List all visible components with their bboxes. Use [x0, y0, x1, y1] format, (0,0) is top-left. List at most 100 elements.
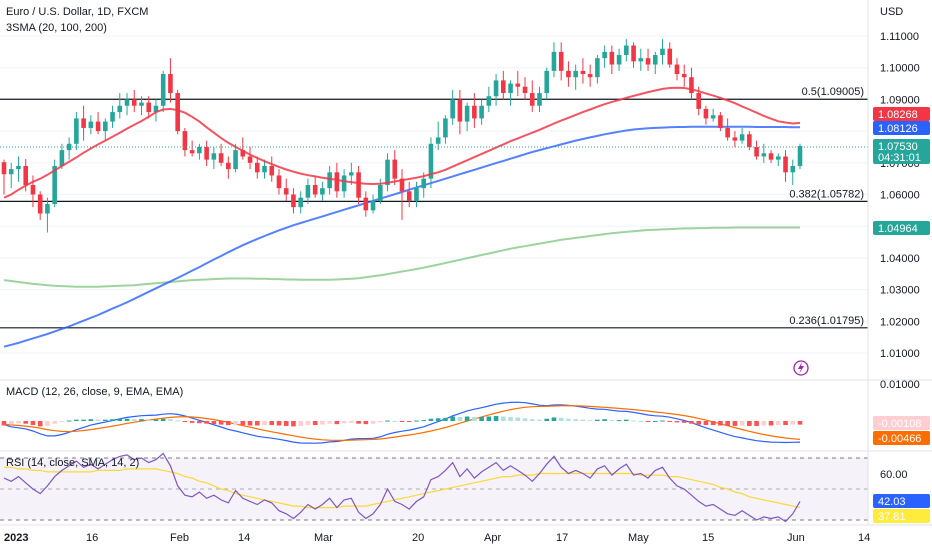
time-tick-label: 2023 — [4, 532, 28, 544]
price-tag-label: 04:31:01 — [878, 152, 921, 164]
macd-histogram-bar — [718, 421, 723, 426]
candle-body — [754, 146, 759, 157]
candle-body — [298, 197, 303, 208]
candle-body — [160, 74, 166, 106]
sma100-line — [3, 125, 800, 348]
price-axis[interactable]: USD 1.110001.100001.090001.080001.070001… — [880, 6, 920, 481]
macd-histogram-bar — [631, 420, 636, 422]
candle-body — [23, 165, 29, 185]
macd-histogram-bar — [327, 421, 332, 424]
macd-histogram-bar — [305, 421, 311, 426]
candle-body — [551, 51, 557, 71]
macd-histogram-bar — [298, 421, 303, 426]
macd-histogram-bar — [551, 417, 557, 421]
macd-histogram-bar — [660, 420, 665, 422]
macd-histogram-bar — [515, 417, 521, 421]
time-tick-label: 14 — [238, 532, 250, 544]
macd-histogram-bar — [775, 421, 781, 426]
candle-body — [674, 64, 680, 75]
macd-pane — [0, 379, 932, 444]
macd-histogram-bar — [392, 421, 398, 422]
candle-body — [254, 162, 260, 173]
candle-body — [624, 45, 629, 56]
candle-body — [363, 197, 369, 211]
candle-body — [211, 153, 217, 160]
macd-histogram-bar — [472, 416, 477, 421]
macd-histogram-bar — [95, 419, 101, 421]
candle-body — [464, 105, 470, 122]
price-grid — [0, 35, 868, 354]
candle-body — [660, 48, 665, 56]
candle-body — [652, 55, 658, 65]
time-axis[interactable]: 2023 16 Feb 14 Mar 20 Apr 17 May 15 Jun 14 — [4, 532, 870, 544]
macd-histogram-bar — [262, 421, 267, 426]
macd-histogram-bar — [23, 421, 29, 424]
candle-body — [472, 105, 477, 119]
candle-body — [725, 127, 730, 138]
alert-icon[interactable] — [793, 360, 809, 376]
macd-histogram-bar — [349, 421, 354, 423]
rsi-pane — [0, 450, 932, 523]
macd-histogram-bar — [783, 421, 788, 426]
macd-histogram-bar — [30, 421, 36, 426]
candle-body — [226, 162, 231, 170]
macd-histogram-bar — [356, 421, 361, 424]
macd-histogram-bar — [370, 421, 376, 424]
candle-body — [81, 118, 86, 128]
macd-histogram-bar — [74, 419, 79, 421]
macd-histogram-bar — [399, 421, 405, 422]
candle-body — [189, 150, 195, 154]
macd-histogram-bar — [1, 421, 7, 426]
candle-body — [370, 200, 376, 211]
macd-histogram-bar — [175, 420, 180, 422]
currency-label: USD — [880, 6, 903, 18]
macd-histogram-bar — [754, 421, 759, 426]
price-tag-label: 1.08268 — [878, 109, 918, 121]
macd-histogram-bar — [8, 421, 14, 425]
candle-body — [153, 105, 159, 113]
candle-body — [775, 156, 781, 160]
lightning-icon[interactable] — [793, 360, 809, 376]
macd-histogram-bar — [146, 419, 152, 421]
candle-body — [291, 194, 296, 208]
candle-body — [544, 70, 550, 94]
candle-body — [320, 188, 325, 195]
candle-body — [16, 165, 21, 170]
price-tick-label: 1.06000 — [880, 190, 920, 202]
candle-body — [168, 74, 173, 94]
candle-body — [587, 74, 593, 78]
macd-histogram-bar — [616, 420, 622, 422]
macd-histogram-bar — [558, 417, 564, 421]
time-tick-label: Feb — [170, 532, 189, 544]
price-tag-label: 1.04964 — [878, 223, 918, 235]
macd-histogram-bar — [406, 421, 412, 422]
sma-indicator-label[interactable]: 3SMA (20, 100, 200) — [6, 22, 107, 34]
price-tag — [873, 107, 930, 121]
candle-body — [182, 131, 188, 151]
candle-body — [88, 121, 94, 128]
fib-label: 0.5(1.09005) — [802, 86, 864, 98]
candle-body — [124, 99, 130, 106]
candle-body — [399, 178, 405, 192]
candle-body — [356, 172, 361, 198]
macd-histogram-bar — [689, 421, 694, 424]
price-tick-label: 1.02000 — [880, 316, 920, 328]
macd-indicator-label[interactable]: MACD (12, 26, close, 9, EMA, EMA) — [6, 386, 184, 398]
macd-histogram-bar — [435, 418, 441, 421]
macd-histogram-bar — [674, 421, 680, 423]
candle-body — [710, 115, 716, 119]
candle-body — [197, 146, 202, 154]
candle-body — [139, 102, 144, 106]
rsi-indicator-label[interactable]: RSI (14, close, SMA, 14, 2) — [6, 457, 140, 469]
time-tick-label: 15 — [702, 532, 714, 544]
macd-histogram-bar — [725, 421, 730, 426]
price-tag — [873, 431, 930, 445]
sma20-line — [3, 86, 801, 199]
macd-histogram-bar — [117, 418, 123, 421]
macd-histogram-bar — [450, 416, 455, 421]
candle-body — [95, 121, 101, 132]
candle-body — [616, 55, 622, 65]
symbol-title[interactable]: Euro / U.S. Dollar, 1D, FXCM — [6, 6, 149, 18]
candle-body — [385, 159, 390, 185]
